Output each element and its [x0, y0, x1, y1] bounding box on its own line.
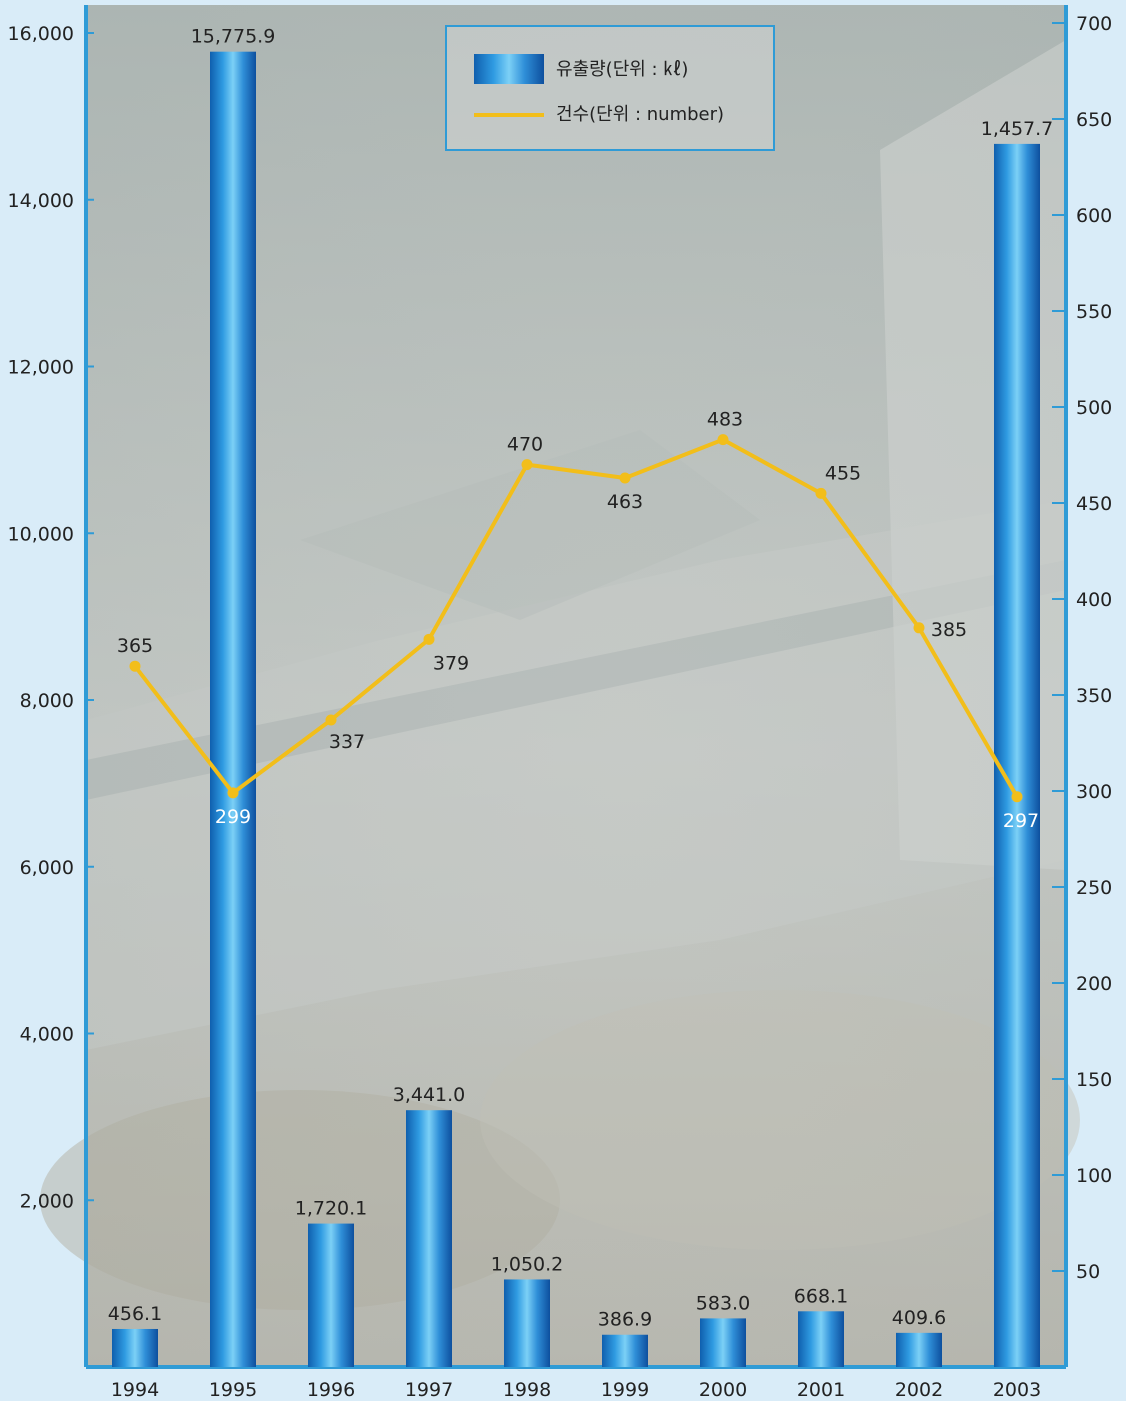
- line-point: [521, 459, 533, 471]
- y-right-tick-label: 200: [1076, 973, 1112, 995]
- line-value-label: 463: [607, 491, 643, 513]
- line-value-label: 379: [433, 652, 469, 674]
- line-value-label: 385: [931, 619, 967, 641]
- line-point: [423, 633, 435, 645]
- bar: [994, 143, 1040, 1367]
- bar-value-label: 456.1: [108, 1303, 162, 1325]
- y-right-tick-label: 550: [1076, 301, 1112, 323]
- y-left-tick-label: 2,000: [20, 1190, 74, 1212]
- line-point: [717, 434, 729, 446]
- x-tick-label: 2000: [699, 1379, 747, 1401]
- y-left-tick-label: 4,000: [20, 1024, 74, 1046]
- line-series: [129, 434, 1023, 803]
- x-tick-label: 1998: [503, 1379, 551, 1401]
- bar: [504, 1279, 550, 1367]
- legend-bar-label: 유출량(단위 : ㎘): [556, 59, 688, 80]
- bar-series: [112, 51, 1040, 1368]
- line-point: [129, 660, 141, 672]
- line-value-label: 365: [117, 635, 153, 657]
- bar: [700, 1318, 746, 1367]
- bar-value-label: 668.1: [794, 1285, 848, 1307]
- y-right-tick-label: 350: [1076, 685, 1112, 707]
- bar: [406, 1110, 452, 1367]
- legend-box: [445, 25, 775, 151]
- line-value-label: 455: [825, 462, 861, 484]
- bar-value-label: 1,720.1: [295, 1198, 368, 1220]
- background-photo: [40, 5, 1080, 1367]
- line-point: [913, 622, 925, 634]
- line-point: [1011, 791, 1023, 803]
- y-right-tick-label: 50: [1076, 1261, 1100, 1283]
- y-left-tick-label: 16,000: [8, 23, 74, 45]
- y-left-tick-label: 8,000: [20, 690, 74, 712]
- y-right-tick-label: 700: [1076, 13, 1112, 35]
- bar: [798, 1311, 844, 1367]
- bar-value-label: 1,457.7: [981, 118, 1054, 140]
- line-value-label: 470: [507, 434, 543, 456]
- x-tick-label: 2001: [797, 1379, 845, 1401]
- bar: [308, 1223, 354, 1367]
- x-tick-label: 1996: [307, 1379, 355, 1401]
- y-left-tick-label: 6,000: [20, 857, 74, 879]
- legend-line-label: 건수(단위 : number): [556, 104, 724, 125]
- legend-bar-swatch: [474, 54, 544, 84]
- line-value-label: 483: [707, 409, 743, 431]
- y-right-tick-label: 400: [1076, 589, 1112, 611]
- y-right-tick-label: 500: [1076, 397, 1112, 419]
- line-value-label: 337: [329, 731, 365, 753]
- y-right-tick-label: 650: [1076, 109, 1112, 131]
- y-right-tick-label: 450: [1076, 493, 1112, 515]
- y-right-tick-label: 600: [1076, 205, 1112, 227]
- x-tick-label: 2002: [895, 1379, 943, 1401]
- line-point: [325, 714, 337, 726]
- bar-value-label: 15,775.9: [191, 26, 276, 48]
- data-labels: 456.1 15,775.9 1,720.1 3,441.0 1,050.2 386.9 5…: [108, 26, 1053, 1331]
- y-left-tick-label: 14,000: [8, 190, 74, 212]
- line-value-label: 297: [1003, 810, 1039, 832]
- bar-value-label: 583.0: [696, 1292, 750, 1314]
- y-right-tick-label: 150: [1076, 1069, 1112, 1091]
- bar-value-label: 1,050.2: [491, 1253, 564, 1275]
- bar: [602, 1334, 648, 1367]
- y-left-tick-label: 10,000: [8, 523, 74, 545]
- bar: [210, 51, 256, 1368]
- x-tick-label: 1994: [111, 1379, 159, 1401]
- line-path: [133, 437, 1019, 798]
- bar: [112, 1328, 158, 1367]
- bar: [896, 1332, 942, 1367]
- x-tick-label: 1995: [209, 1379, 257, 1401]
- line-value-label: 299: [215, 806, 251, 828]
- legend: 유출량(단위 : ㎘) 건수(단위 : number): [445, 25, 775, 151]
- y-left-tick-label: 12,000: [8, 357, 74, 379]
- y-right-tick-label: 250: [1076, 877, 1112, 899]
- x-tick-label: 2003: [993, 1379, 1041, 1401]
- y-right-tick-label: 300: [1076, 781, 1112, 803]
- bar-value-label: 409.6: [892, 1307, 946, 1329]
- x-tick-label: 1999: [601, 1379, 649, 1401]
- bar-value-label: 3,441.0: [393, 1084, 466, 1106]
- line-point: [619, 472, 631, 484]
- line-point: [815, 487, 827, 499]
- y-right-tick-label: 100: [1076, 1165, 1112, 1187]
- x-tick-label: 1997: [405, 1379, 453, 1401]
- line-point: [227, 787, 239, 799]
- bar-value-label: 386.9: [598, 1309, 652, 1331]
